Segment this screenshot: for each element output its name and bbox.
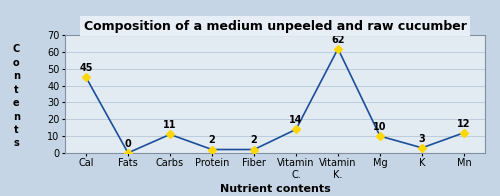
Text: C: C <box>12 44 20 54</box>
Text: 62: 62 <box>331 34 345 44</box>
Text: 2: 2 <box>250 135 258 145</box>
Text: t: t <box>14 85 18 95</box>
Text: 0: 0 <box>124 139 132 149</box>
X-axis label: Nutrient contents: Nutrient contents <box>220 184 330 194</box>
Text: n: n <box>13 112 20 122</box>
Text: t: t <box>14 125 18 135</box>
Text: 2: 2 <box>208 135 216 145</box>
Text: e: e <box>13 98 20 108</box>
Title: Composition of a medium unpeeled and raw cucumber: Composition of a medium unpeeled and raw… <box>84 20 466 33</box>
Text: 10: 10 <box>373 122 387 132</box>
Text: n: n <box>13 71 20 81</box>
Text: 14: 14 <box>289 115 303 125</box>
Text: 11: 11 <box>163 120 177 130</box>
Text: 3: 3 <box>418 134 426 144</box>
Text: s: s <box>14 138 19 149</box>
Text: 45: 45 <box>79 63 93 73</box>
Text: 12: 12 <box>457 119 471 129</box>
Text: o: o <box>13 58 20 68</box>
